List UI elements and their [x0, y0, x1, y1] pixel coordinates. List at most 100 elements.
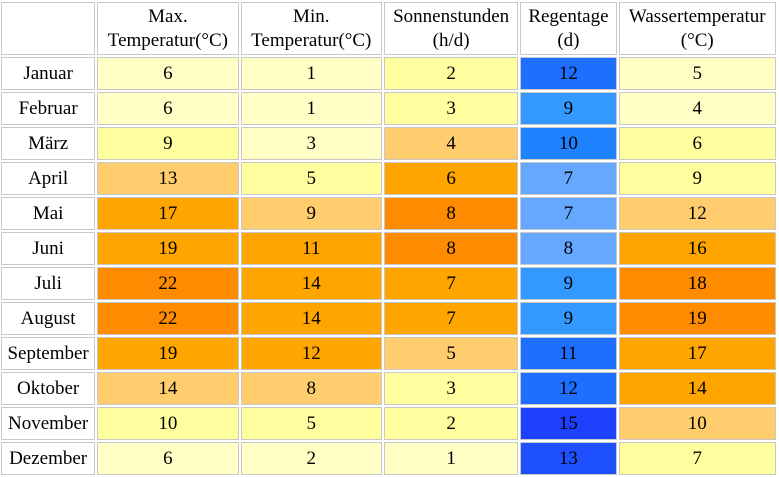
max-temp-cell: 22: [97, 302, 239, 335]
table-row: Januar 6 1 2 12 5: [1, 57, 776, 90]
table-row: April 13 5 6 7 9: [1, 162, 776, 195]
water-temp-cell: 19: [618, 302, 776, 335]
min-temp-cell: 14: [240, 302, 382, 335]
sun-hours-cell: 8: [383, 232, 519, 265]
max-temp-cell: 6: [97, 442, 239, 475]
header-rain-days-line2: (d): [557, 29, 580, 51]
sun-hours-cell: 6: [383, 162, 519, 195]
max-temp-cell: 9: [97, 127, 239, 160]
min-temp-cell: 5: [240, 162, 382, 195]
month-label: Juli: [1, 267, 96, 300]
min-temp-cell: 11: [240, 232, 382, 265]
sun-hours-cell: 7: [383, 302, 519, 335]
table-row: Mai 17 9 8 7 12: [1, 197, 776, 230]
sun-hours-cell: 2: [383, 57, 519, 90]
max-temp-cell: 6: [97, 92, 239, 125]
rain-days-cell: 9: [520, 267, 617, 300]
header-min-temp-line1: Min.: [293, 5, 330, 27]
min-temp-cell: 8: [240, 372, 382, 405]
header-max-temp: Max. Temperatur(°C): [97, 2, 239, 55]
header-water-temp-line2: (°C): [680, 29, 714, 51]
header-row: Max. Temperatur(°C) Min. Temperatur(°C) So…: [1, 2, 776, 55]
rain-days-cell: 13: [520, 442, 617, 475]
table-row: September 19 12 5 11 17: [1, 337, 776, 370]
water-temp-cell: 12: [618, 197, 776, 230]
rain-days-cell: 12: [520, 372, 617, 405]
corner-cell: [1, 2, 96, 55]
min-temp-cell: 1: [240, 57, 382, 90]
water-temp-cell: 6: [618, 127, 776, 160]
max-temp-cell: 19: [97, 232, 239, 265]
min-temp-cell: 14: [240, 267, 382, 300]
rain-days-cell: 10: [520, 127, 617, 160]
max-temp-cell: 19: [97, 337, 239, 370]
table-row: Juni 19 11 8 8 16: [1, 232, 776, 265]
max-temp-cell: 17: [97, 197, 239, 230]
rain-days-cell: 9: [520, 92, 617, 125]
rain-days-cell: 8: [520, 232, 617, 265]
sun-hours-cell: 1: [383, 442, 519, 475]
rain-days-cell: 7: [520, 197, 617, 230]
sun-hours-cell: 7: [383, 267, 519, 300]
month-label: November: [1, 407, 96, 440]
header-sun-hours: Sonnenstunden (h/d): [383, 2, 519, 55]
max-temp-cell: 14: [97, 372, 239, 405]
water-temp-cell: 5: [618, 57, 776, 90]
max-temp-cell: 13: [97, 162, 239, 195]
water-temp-cell: 17: [618, 337, 776, 370]
month-label: April: [1, 162, 96, 195]
month-label: März: [1, 127, 96, 160]
header-min-temp-line2: Temperatur(°C): [251, 29, 372, 51]
sun-hours-cell: 8: [383, 197, 519, 230]
header-max-temp-line2: Temperatur(°C): [107, 29, 229, 51]
month-label: Januar: [1, 57, 96, 90]
table-row: Februar 6 1 3 9 4: [1, 92, 776, 125]
table-row: November 10 5 2 15 10: [1, 407, 776, 440]
water-temp-cell: 10: [618, 407, 776, 440]
water-temp-cell: 16: [618, 232, 776, 265]
min-temp-cell: 1: [240, 92, 382, 125]
water-temp-cell: 18: [618, 267, 776, 300]
header-water-temp: Wassertemperatur (°C): [618, 2, 776, 55]
sun-hours-cell: 3: [383, 92, 519, 125]
water-temp-cell: 4: [618, 92, 776, 125]
water-temp-cell: 7: [618, 442, 776, 475]
water-temp-cell: 14: [618, 372, 776, 405]
header-max-temp-line1: Max.: [148, 5, 188, 27]
header-rain-days-line1: Regentage: [528, 5, 609, 27]
max-temp-cell: 22: [97, 267, 239, 300]
max-temp-cell: 6: [97, 57, 239, 90]
header-rain-days: Regentage (d): [520, 2, 617, 55]
min-temp-cell: 9: [240, 197, 382, 230]
month-label: Februar: [1, 92, 96, 125]
month-label: Dezember: [1, 442, 96, 475]
table-row: August 22 14 7 9 19: [1, 302, 776, 335]
header-sun-hours-line1: Sonnenstunden: [393, 5, 510, 27]
rain-days-cell: 9: [520, 302, 617, 335]
rain-days-cell: 11: [520, 337, 617, 370]
sun-hours-cell: 3: [383, 372, 519, 405]
month-label: Mai: [1, 197, 96, 230]
header-min-temp: Min. Temperatur(°C): [240, 2, 382, 55]
min-temp-cell: 5: [240, 407, 382, 440]
min-temp-cell: 3: [240, 127, 382, 160]
month-label: Juni: [1, 232, 96, 265]
sun-hours-cell: 4: [383, 127, 519, 160]
header-water-temp-line1: Wassertemperatur: [628, 5, 766, 27]
table-row: Dezember 6 2 1 13 7: [1, 442, 776, 475]
rain-days-cell: 12: [520, 57, 617, 90]
table-row: Oktober 14 8 3 12 14: [1, 372, 776, 405]
rain-days-cell: 7: [520, 162, 617, 195]
climate-body: Januar 6 1 2 12 5 Februar 6 1 3 9 4 März 9 3 4 10 6 April 1…: [1, 57, 776, 475]
sun-hours-cell: 2: [383, 407, 519, 440]
rain-days-cell: 15: [520, 407, 617, 440]
min-temp-cell: 12: [240, 337, 382, 370]
month-label: Oktober: [1, 372, 96, 405]
table-row: Juli 22 14 7 9 18: [1, 267, 776, 300]
sun-hours-cell: 5: [383, 337, 519, 370]
table-row: März 9 3 4 10 6: [1, 127, 776, 160]
min-temp-cell: 2: [240, 442, 382, 475]
header-sun-hours-line2: (h/d): [432, 29, 470, 51]
max-temp-cell: 10: [97, 407, 239, 440]
